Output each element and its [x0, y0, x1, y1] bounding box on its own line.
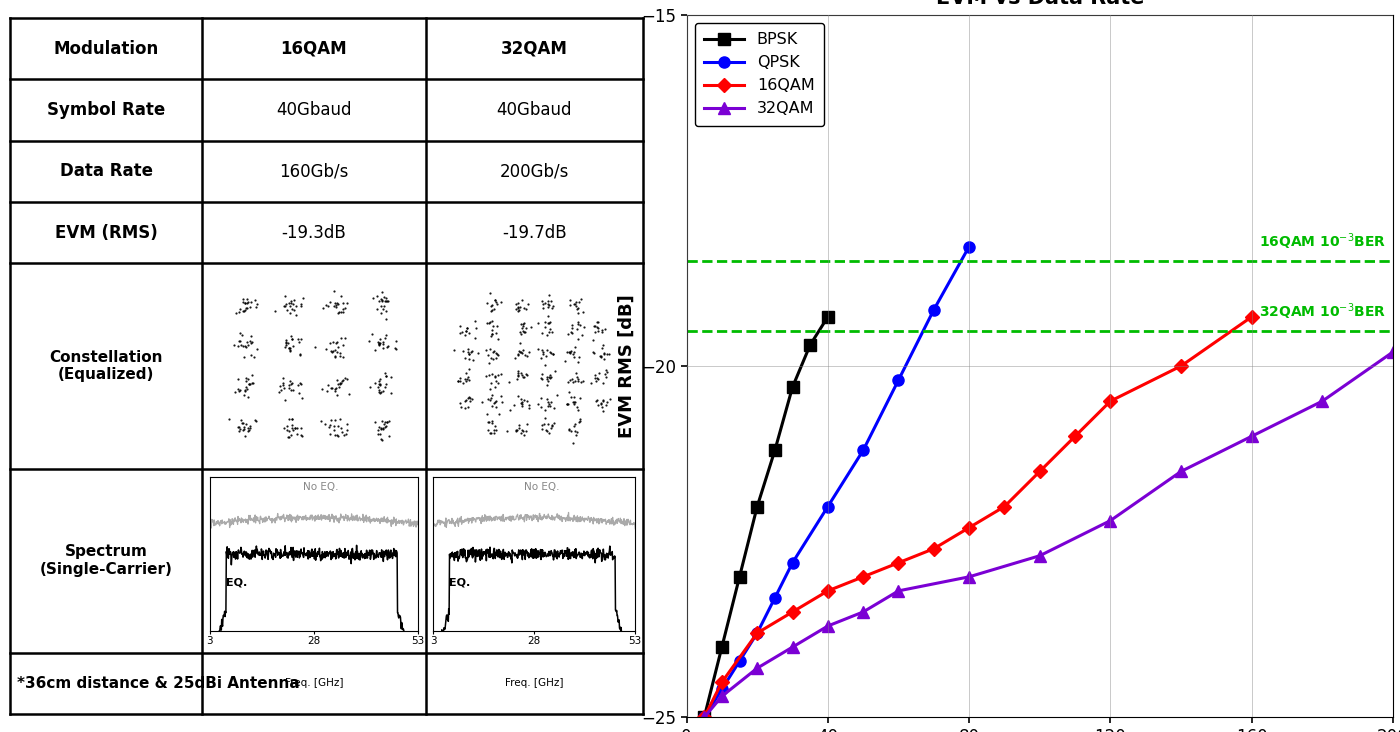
- Text: 40Gbaud: 40Gbaud: [276, 101, 351, 119]
- QPSK: [696, 713, 713, 722]
- 16QAM: [925, 545, 942, 553]
- Line: BPSK: BPSK: [699, 311, 833, 723]
- 32QAM: [1173, 467, 1190, 476]
- 32QAM: [749, 664, 766, 673]
- 32QAM: [696, 713, 713, 722]
- QPSK: [749, 629, 766, 638]
- 32QAM: [890, 586, 907, 595]
- QPSK: [960, 242, 977, 251]
- Text: 32QAM 10$^{-3}$BER: 32QAM 10$^{-3}$BER: [1259, 302, 1386, 322]
- Text: *36cm distance & 25dBi Antenna: *36cm distance & 25dBi Antenna: [17, 676, 300, 691]
- 16QAM: [696, 713, 713, 722]
- QPSK: [855, 446, 872, 455]
- Text: 32QAM: 32QAM: [501, 40, 568, 58]
- 16QAM: [714, 678, 731, 687]
- Text: 16QAM 10$^{-3}$BER: 16QAM 10$^{-3}$BER: [1259, 231, 1386, 252]
- 32QAM: [1385, 348, 1400, 356]
- Text: -19.7dB: -19.7dB: [503, 224, 567, 242]
- Line: 16QAM: 16QAM: [700, 312, 1257, 722]
- 16QAM: [890, 559, 907, 567]
- 16QAM: [749, 629, 766, 638]
- 16QAM: [784, 608, 801, 616]
- 16QAM: [1243, 313, 1260, 321]
- QPSK: [925, 305, 942, 314]
- BPSK: [731, 572, 748, 581]
- QPSK: [766, 594, 783, 602]
- Legend: BPSK, QPSK, 16QAM, 32QAM: BPSK, QPSK, 16QAM, 32QAM: [694, 23, 825, 126]
- Text: 40Gbaud: 40Gbaud: [497, 101, 573, 119]
- 16QAM: [1102, 397, 1119, 406]
- BPSK: [784, 383, 801, 392]
- Text: -19.3dB: -19.3dB: [281, 224, 346, 242]
- Text: Symbol Rate: Symbol Rate: [48, 101, 165, 119]
- 32QAM: [1243, 432, 1260, 441]
- Text: Constellation
(Equalized): Constellation (Equalized): [49, 350, 162, 382]
- QPSK: [819, 502, 836, 511]
- Text: Data Rate: Data Rate: [60, 163, 153, 180]
- Text: 16QAM: 16QAM: [280, 40, 347, 58]
- Line: QPSK: QPSK: [699, 241, 974, 723]
- BPSK: [819, 313, 836, 321]
- BPSK: [802, 340, 819, 349]
- 16QAM: [995, 502, 1012, 511]
- 32QAM: [784, 643, 801, 651]
- 32QAM: [714, 692, 731, 701]
- 32QAM: [855, 608, 872, 616]
- QPSK: [890, 376, 907, 384]
- Title: EVM vs Data Rate: EVM vs Data Rate: [935, 0, 1144, 7]
- 16QAM: [1067, 432, 1084, 441]
- 16QAM: [1032, 467, 1049, 476]
- Line: 32QAM: 32QAM: [699, 346, 1399, 723]
- 16QAM: [819, 586, 836, 595]
- Text: 160Gb/s: 160Gb/s: [279, 163, 349, 180]
- BPSK: [766, 446, 783, 455]
- QPSK: [784, 559, 801, 567]
- Y-axis label: EVM RMS [dB]: EVM RMS [dB]: [617, 294, 636, 438]
- Text: 200Gb/s: 200Gb/s: [500, 163, 568, 180]
- QPSK: [714, 685, 731, 694]
- 32QAM: [819, 621, 836, 630]
- Text: EVM (RMS): EVM (RMS): [55, 224, 157, 242]
- Text: Modulation: Modulation: [53, 40, 158, 58]
- BPSK: [696, 713, 713, 722]
- 32QAM: [1032, 551, 1049, 560]
- BPSK: [714, 643, 731, 651]
- 32QAM: [1315, 397, 1331, 406]
- QPSK: [731, 657, 748, 665]
- Text: Spectrum
(Single-Carrier): Spectrum (Single-Carrier): [39, 545, 172, 577]
- 32QAM: [1102, 516, 1119, 525]
- 32QAM: [960, 572, 977, 581]
- 16QAM: [1173, 362, 1190, 370]
- 16QAM: [960, 523, 977, 532]
- 16QAM: [855, 572, 872, 581]
- BPSK: [749, 502, 766, 511]
